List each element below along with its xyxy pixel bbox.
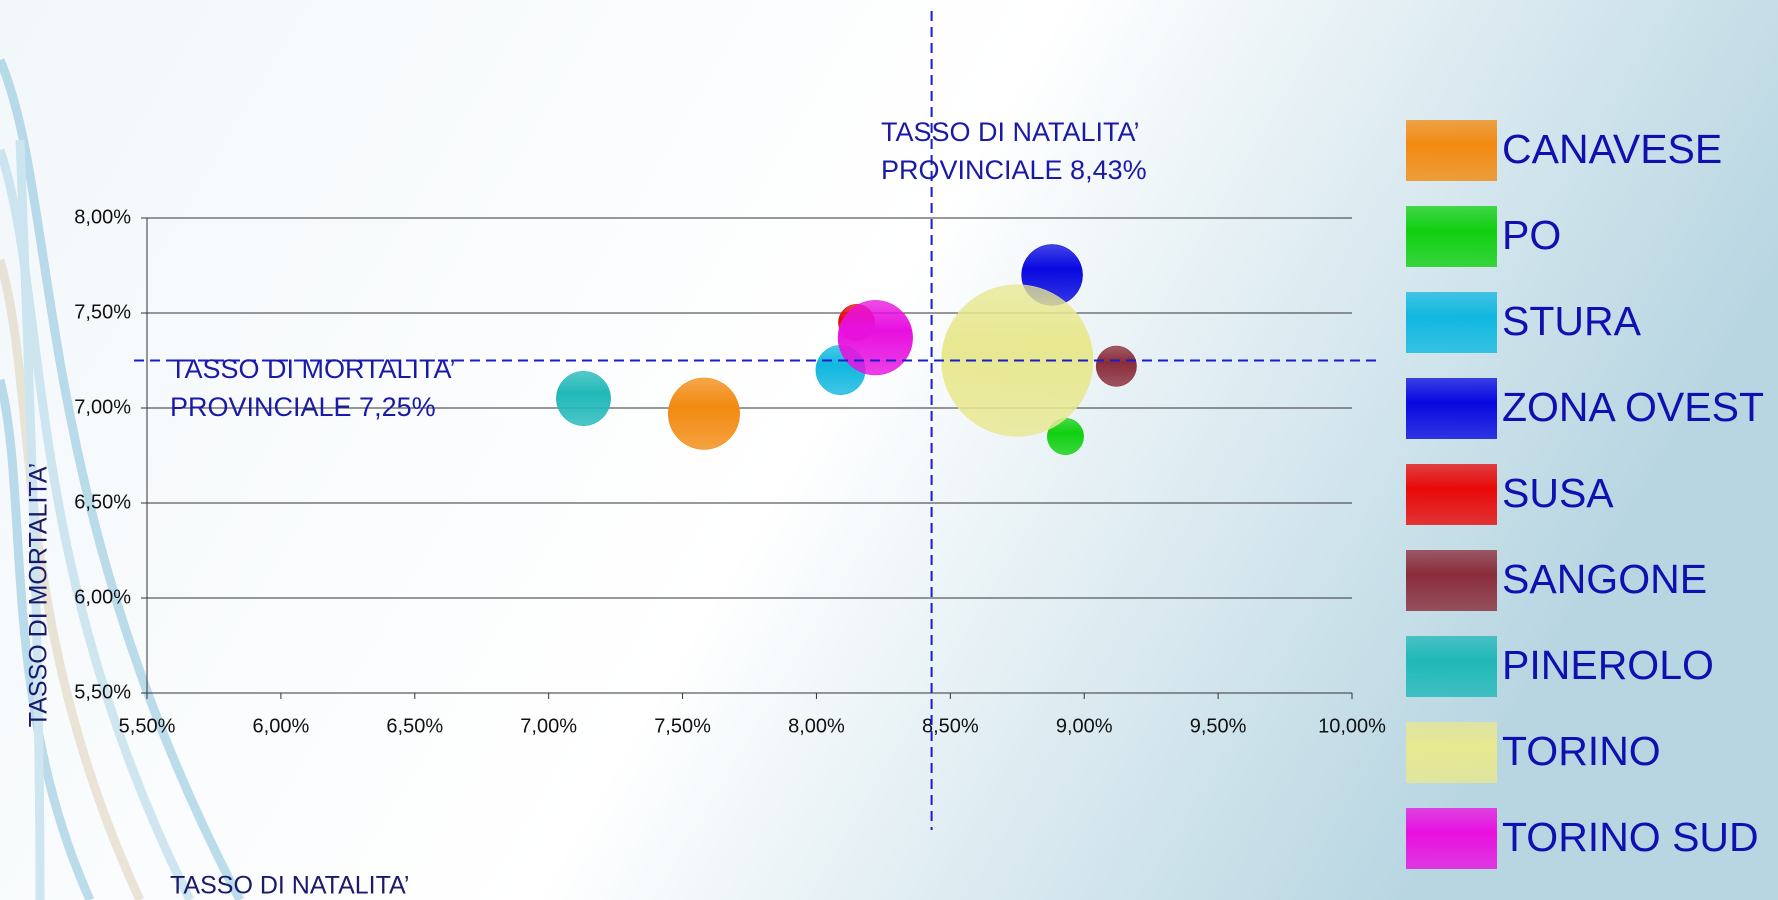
x-tick-label: 8,00% [788,715,845,737]
x-tick-label: 7,00% [520,715,577,737]
legend-label: ZONA OVEST [1502,384,1764,430]
legend-label: PINEROLO [1502,642,1714,688]
y-axis-title: TASSO DI MORTALITA’ [25,463,53,727]
x-tick-label: 9,00% [1056,715,1113,737]
decoration [0,58,244,900]
legend-label: TORINO [1502,728,1661,774]
bubble [837,300,913,376]
legend-label: SANGONE [1502,556,1707,602]
x-tick-label: 8,50% [922,715,979,737]
reference-label: TASSO DI MORTALITA’ [170,354,456,384]
bubble [556,371,611,426]
legend-swatch [1406,292,1497,353]
x-tick-label: 10,00% [1318,715,1386,737]
reference-label: TASSO DI NATALITA’ [881,117,1140,147]
legend-swatch [1406,636,1497,697]
x-tick-label: 5,50% [119,715,176,737]
bubble [667,377,740,450]
y-tick-label: 7,50% [74,301,131,323]
reference-label: PROVINCIALE 8,43% [881,155,1147,185]
y-tick-label: 6,00% [74,586,131,608]
legend-swatch [1406,378,1497,439]
legend-label: TORINO SUD [1502,814,1759,860]
legend-label: STURA [1502,298,1642,344]
legend-swatch [1406,808,1497,869]
legend-swatch [1406,120,1497,181]
bubble [1095,345,1137,387]
legend-swatch [1406,464,1497,525]
x-axis-title: TASSO DI NATALITA’ [170,872,409,900]
legend-swatch [1406,722,1497,783]
y-tick-label: 5,50% [74,681,131,703]
y-tick-label: 8,00% [74,206,131,228]
legend-label: SUSA [1502,470,1614,516]
legend-swatch [1406,206,1497,267]
legend-label: PO [1502,212,1561,258]
legend-swatch [1406,550,1497,611]
reference-label: PROVINCIALE 7,25% [170,392,436,422]
legend-label: CANAVESE [1502,126,1722,172]
x-tick-label: 7,50% [654,715,711,737]
y-tick-label: 7,00% [74,396,131,418]
x-tick-label: 9,50% [1190,715,1247,737]
x-tick-label: 6,00% [253,715,310,737]
x-tick-label: 6,50% [386,715,443,737]
y-tick-label: 6,50% [74,491,131,513]
